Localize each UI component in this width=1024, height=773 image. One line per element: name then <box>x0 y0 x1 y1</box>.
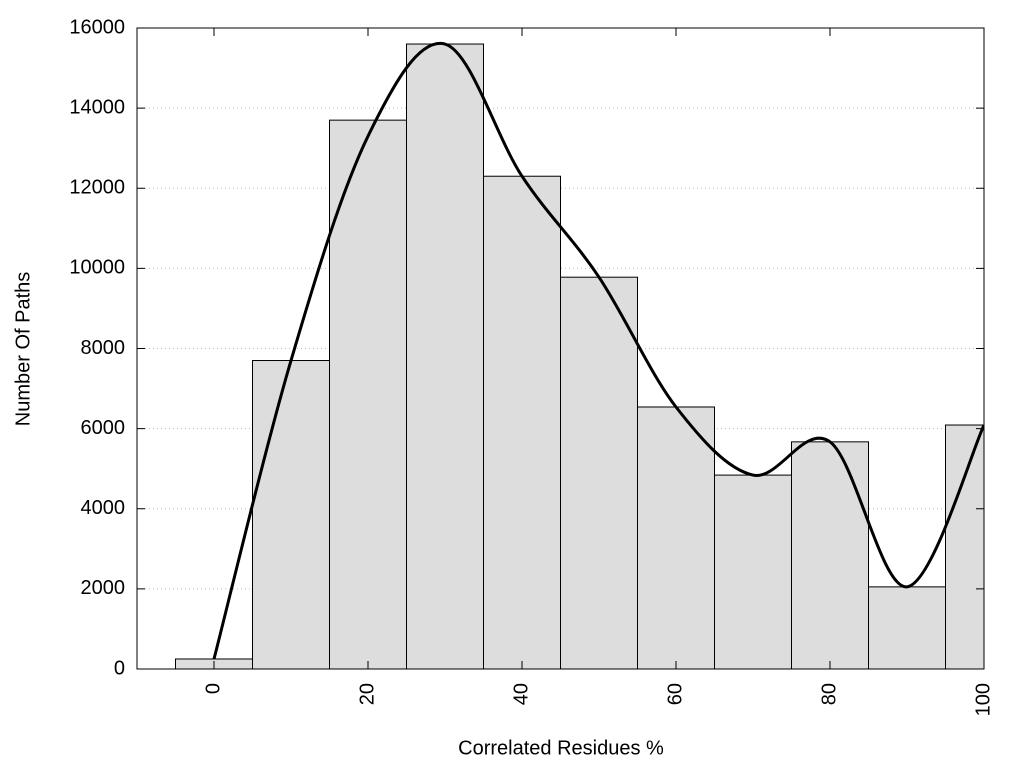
x-tick-label: 100 <box>972 683 994 716</box>
curve <box>212 41 984 660</box>
plot-frame <box>136 27 985 670</box>
x-tick-label: 20 <box>356 683 378 705</box>
x-tick-label: 60 <box>664 683 686 705</box>
bar <box>637 406 715 669</box>
bar <box>483 175 561 669</box>
bar <box>868 586 946 669</box>
y-tick-label: 4000 <box>81 497 126 519</box>
y-tick-label: 12000 <box>69 177 125 199</box>
x-tick-label: 80 <box>818 683 840 705</box>
bars <box>175 43 984 669</box>
x-tick-label: 0 <box>202 683 224 694</box>
bar <box>945 424 984 669</box>
bar <box>329 119 407 669</box>
y-tick-label: 2000 <box>81 577 126 599</box>
y-tick-label: 6000 <box>81 417 126 439</box>
bar <box>791 441 869 669</box>
bar <box>406 43 484 669</box>
x-tick-label: 40 <box>510 683 532 705</box>
y-tick-label: 0 <box>114 657 125 679</box>
y-axis-label: Number Of Paths <box>12 272 34 427</box>
front: 0 2000 4000 6000 8000 10000 12000 14000 16000 0 20… <box>69 16 994 716</box>
bar <box>714 474 792 669</box>
y-tick-label: 10000 <box>69 257 125 279</box>
x-axis-label: Correlated Residues % <box>458 737 664 759</box>
bar <box>560 276 638 669</box>
y-tick-label: 8000 <box>81 337 126 359</box>
y-tick-label: 14000 <box>69 96 125 118</box>
bar <box>252 360 330 669</box>
y-tick-label: 16000 <box>69 16 125 38</box>
